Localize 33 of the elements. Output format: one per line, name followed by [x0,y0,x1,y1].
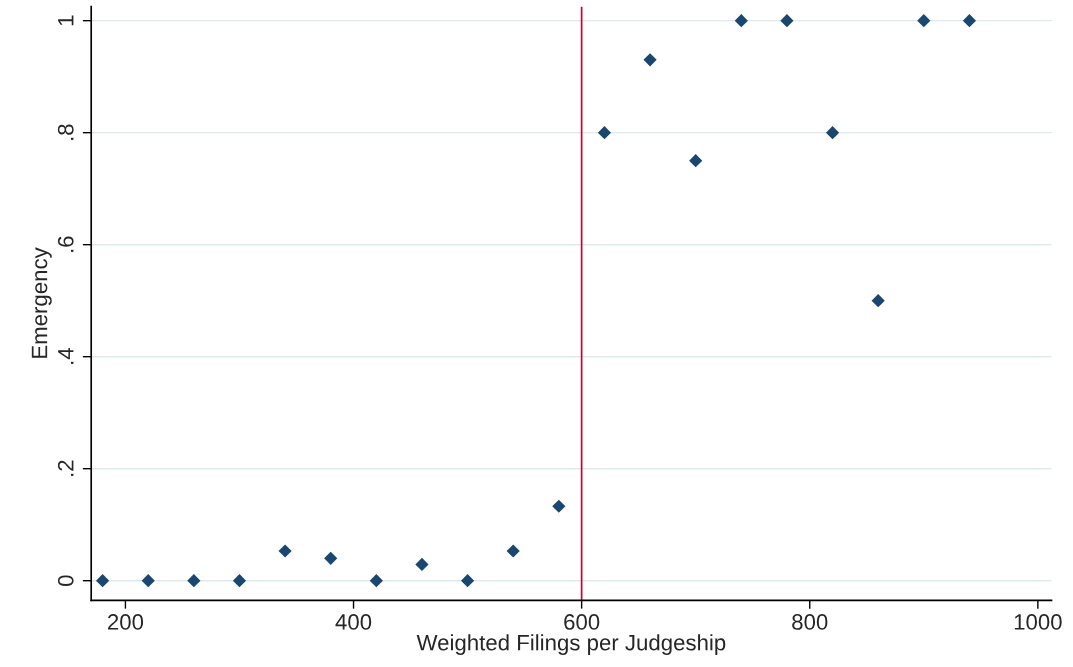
x-tick-label: 200 [108,614,144,630]
x-tick-label: 1000 [1014,614,1062,630]
point [187,574,201,588]
point [597,126,612,140]
y-tick-label: .6 [57,236,74,252]
point [461,574,475,588]
point [278,544,292,558]
point [96,574,110,588]
point [871,294,885,308]
point [962,14,977,28]
point [324,551,338,565]
point [780,14,794,28]
y-tick-label: 0 [57,575,74,587]
point [506,544,520,558]
point [552,499,566,513]
x-tick-label: 400 [335,614,372,630]
point [643,53,657,67]
point [689,154,703,168]
point [825,126,840,140]
x-tick-label: 800 [792,614,828,630]
point [141,574,155,588]
y-tick-label: 1 [58,15,74,26]
y-tick-label: .4 [58,348,74,364]
y-axis-title: Emergency [31,247,52,358]
point [734,14,748,28]
x-axis-title: Weighted Filings per Judgeship [416,634,726,655]
y-tick-label: .2 [57,460,74,476]
point [232,574,247,588]
point [415,557,429,572]
point [369,574,383,588]
point [917,14,931,28]
y-tick-label: .8 [57,124,74,140]
x-tick-label: 600 [564,614,600,630]
